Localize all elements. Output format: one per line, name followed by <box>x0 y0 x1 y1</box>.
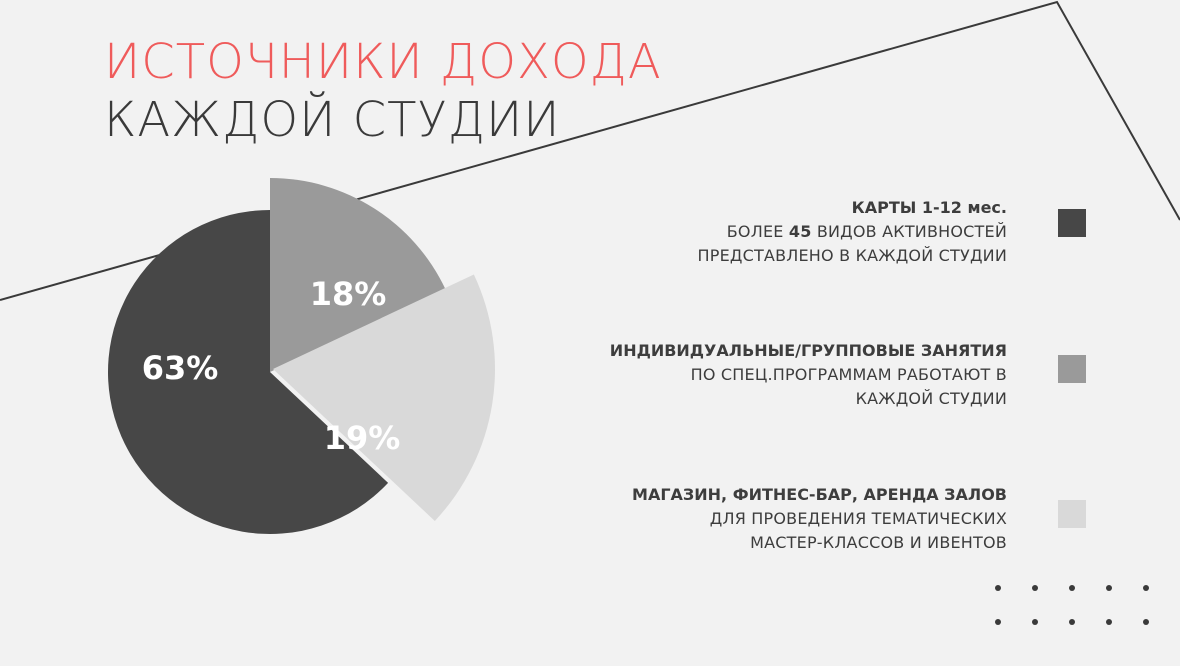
page-title-line1: ИСТОЧНИКИ ДОХОДА <box>104 34 662 90</box>
pie-slice-cards <box>108 210 389 534</box>
legend-heading-shop: МАГАЗИН, ФИТНЕС-БАР, АРЕНДА ЗАЛОВ <box>632 485 1007 504</box>
legend-desc-shop: ДЛЯ ПРОВЕДЕНИЯ ТЕМАТИЧЕСКИХ <box>709 509 1007 528</box>
legend-desc-individual-line2: КАЖДОЙ СТУДИИ <box>855 389 1007 408</box>
legend-swatch-cards <box>1058 209 1086 237</box>
legend-item-shop: МАГАЗИН, ФИТНЕС-БАР, АРЕНДА ЗАЛОВ ДЛЯ ПР… <box>487 483 1007 555</box>
pie-label-cards: 63% <box>142 349 219 387</box>
legend-item-cards: КАРТЫ 1-12 мес. БОЛЕЕ 45 ВИДОВ АКТИВНОСТ… <box>487 196 1008 268</box>
decorative-dot <box>1143 585 1149 591</box>
legend-item-individual: ИНДИВИДУАЛЬНЫЕ/ГРУППОВЫЕ ЗАНЯТИЯ ПО СПЕЦ… <box>487 339 1007 411</box>
pie-slice-shop <box>273 274 495 521</box>
decorative-dot <box>1069 619 1075 625</box>
decorative-dot <box>995 619 1001 625</box>
legend-heading-individual: ИНДИВИДУАЛЬНЫЕ/ГРУППОВЫЕ ЗАНЯТИЯ <box>609 341 1007 360</box>
decorative-dot <box>995 585 1001 591</box>
page-title-line2: КАЖДОЙ СТУДИИ <box>104 92 561 148</box>
legend-heading-cards: КАРТЫ 1-12 мес. <box>851 198 1007 217</box>
pie-label-individual: 18% <box>310 275 387 313</box>
decorative-dot <box>1069 585 1075 591</box>
pie-slice-individual <box>270 178 446 372</box>
legend-desc-cards: БОЛЕЕ 45 ВИДОВ АКТИВНОСТЕЙ <box>726 222 1007 241</box>
decorative-dot <box>1143 619 1149 625</box>
decorative-dot <box>1106 619 1112 625</box>
decorative-dot <box>1032 585 1038 591</box>
legend-desc-individual: ПО СПЕЦ.ПРОГРАММАМ РАБОТАЮТ В <box>690 365 1007 384</box>
legend-swatch-shop <box>1058 500 1086 528</box>
legend-swatch-individual <box>1058 355 1086 383</box>
legend-desc-cards-line2: ПРЕДСТАВЛЕНО В КАЖДОЙ СТУДИИ <box>697 246 1007 265</box>
decorative-dot <box>1106 585 1112 591</box>
decorative-dot <box>1032 619 1038 625</box>
legend-desc-shop-line2: МАСТЕР-КЛАССОВ И ИВЕНТОВ <box>750 533 1007 552</box>
pie-label-shop: 19% <box>324 419 401 457</box>
